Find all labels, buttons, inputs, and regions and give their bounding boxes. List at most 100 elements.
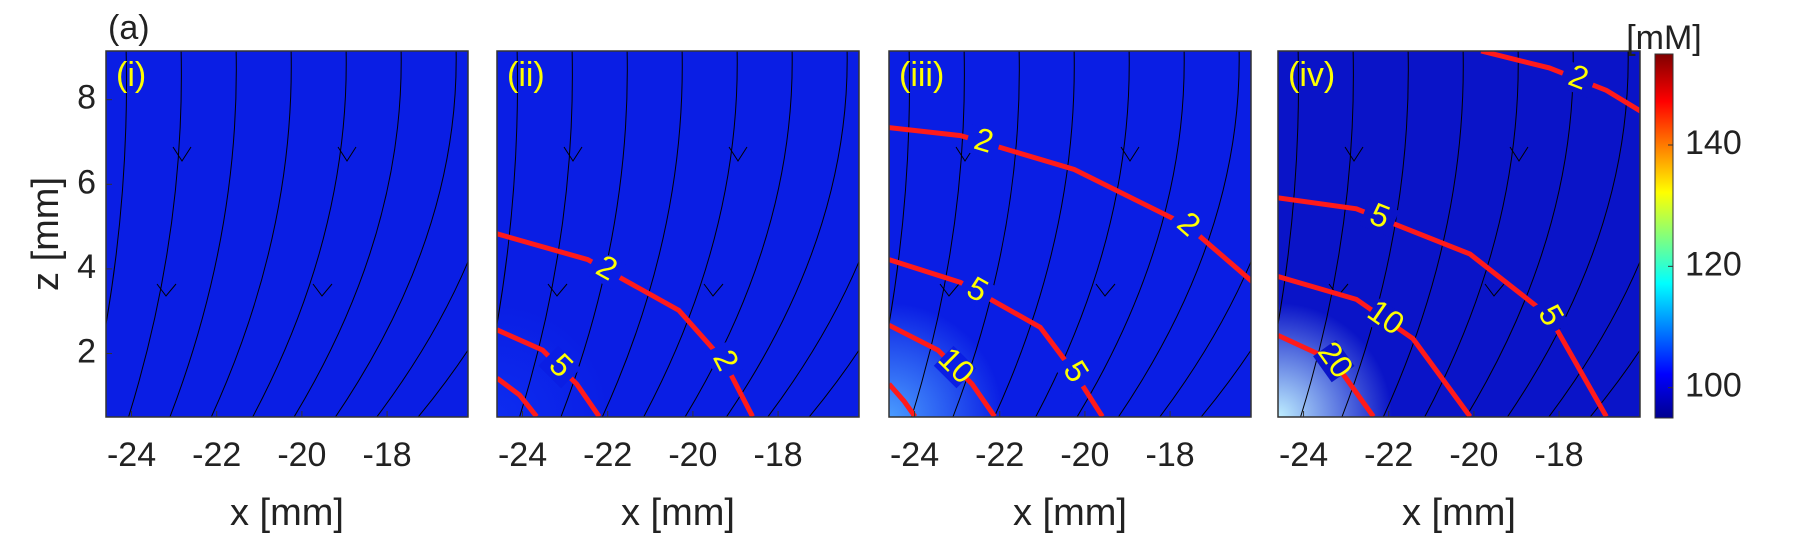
streamline [643, 51, 738, 417]
streamline [1278, 51, 1299, 328]
contour-line [497, 231, 755, 417]
colorbar-tick-label: 140 [1685, 124, 1742, 162]
colorbar-tick-label: 120 [1685, 245, 1742, 283]
streamline [106, 51, 127, 328]
label-gap [585, 249, 627, 290]
label-gap [1359, 198, 1400, 237]
x-axis-label: x [mm] [1402, 492, 1516, 534]
x-tick-label: -24 [890, 436, 939, 474]
x-tick-label: -22 [1364, 436, 1413, 474]
x-tick-label: -22 [583, 436, 632, 474]
colorbar [1654, 53, 1674, 419]
streamline [601, 51, 683, 417]
streamline [808, 349, 859, 417]
streamline [169, 51, 237, 417]
axes-frame [496, 50, 860, 418]
label-gap [538, 345, 581, 389]
x-axis-label: x [mm] [1013, 492, 1127, 534]
streamline [1159, 260, 1251, 417]
x-tick-label: -22 [975, 436, 1024, 474]
streamline [1589, 349, 1640, 417]
axes-frame [1277, 50, 1641, 418]
label-gap [704, 340, 744, 382]
label-gap [1529, 295, 1570, 338]
streamline [1465, 51, 1574, 417]
streamline [376, 260, 468, 417]
x-tick-label: -24 [498, 436, 547, 474]
arrow [703, 283, 724, 297]
streamline [911, 51, 965, 417]
streamline [293, 51, 402, 417]
x-tick-label: -20 [277, 436, 326, 474]
arrow [563, 146, 583, 162]
contour-line [497, 376, 539, 417]
streamline [1076, 51, 1185, 417]
label-gap [1053, 351, 1095, 394]
arrow [312, 283, 333, 297]
plot-area [106, 51, 468, 417]
streamline [1506, 51, 1629, 417]
label-gap [1166, 204, 1209, 247]
contour-line [889, 257, 1105, 417]
streamline [993, 51, 1075, 417]
arrow [728, 146, 748, 162]
panel-label: (iv) [1288, 56, 1335, 94]
x-tick-label: -24 [107, 436, 156, 474]
x-tick-label: -20 [1449, 436, 1498, 474]
y-tick-label: 4 [77, 248, 96, 286]
x-axis-label: x [mm] [230, 492, 344, 534]
streamline [1117, 51, 1240, 417]
arrow [939, 283, 960, 297]
arrow [1344, 146, 1364, 162]
streamline [210, 51, 292, 417]
contour-line [889, 382, 918, 417]
y-tick-label: 8 [77, 79, 96, 117]
arrow [1484, 283, 1505, 297]
axes-frame [105, 50, 469, 418]
arrow [1095, 283, 1116, 297]
streamline [1382, 51, 1464, 417]
streamline [497, 51, 518, 328]
streamline [519, 51, 573, 417]
x-axis-label: x [mm] [621, 492, 735, 534]
figure-label: (a) [108, 9, 150, 47]
heatmap [106, 51, 468, 417]
contour-line [1278, 195, 1609, 417]
axes-frame [888, 50, 1252, 418]
label-gap [955, 271, 998, 312]
colorbar-label: [mM] [1626, 19, 1702, 57]
label-gap [1557, 60, 1598, 99]
x-tick-label: -20 [668, 436, 717, 474]
streamline [1200, 349, 1251, 417]
y-tick-label: 6 [77, 163, 96, 201]
panel-label: (iii) [899, 56, 944, 94]
label-gap [1363, 298, 1406, 340]
arrow [1120, 146, 1140, 162]
x-tick-label: -18 [754, 436, 803, 474]
arrow [1509, 146, 1529, 162]
streamline [1300, 51, 1354, 417]
panel-label: (i) [116, 56, 146, 94]
colorbar-tick-label: 100 [1685, 367, 1742, 405]
x-tick-label: -18 [363, 436, 412, 474]
x-tick-label: -24 [1279, 436, 1328, 474]
x-tick-label: -20 [1060, 436, 1109, 474]
streamline [417, 349, 468, 417]
y-axis-label: z [mm] [25, 177, 67, 291]
streamline [767, 260, 859, 417]
streamline [889, 51, 910, 328]
streamline [334, 51, 457, 417]
x-tick-label: -18 [1535, 436, 1584, 474]
streamline [725, 51, 848, 417]
streamline [1424, 51, 1519, 417]
panel-label: (ii) [507, 56, 545, 94]
label-gap [963, 124, 1003, 161]
label-gap [1313, 339, 1355, 383]
x-tick-label: -18 [1146, 436, 1195, 474]
contour-line [889, 125, 1251, 284]
streamline [128, 51, 182, 417]
arrow [337, 146, 357, 162]
y-tick-label: 2 [77, 333, 96, 371]
